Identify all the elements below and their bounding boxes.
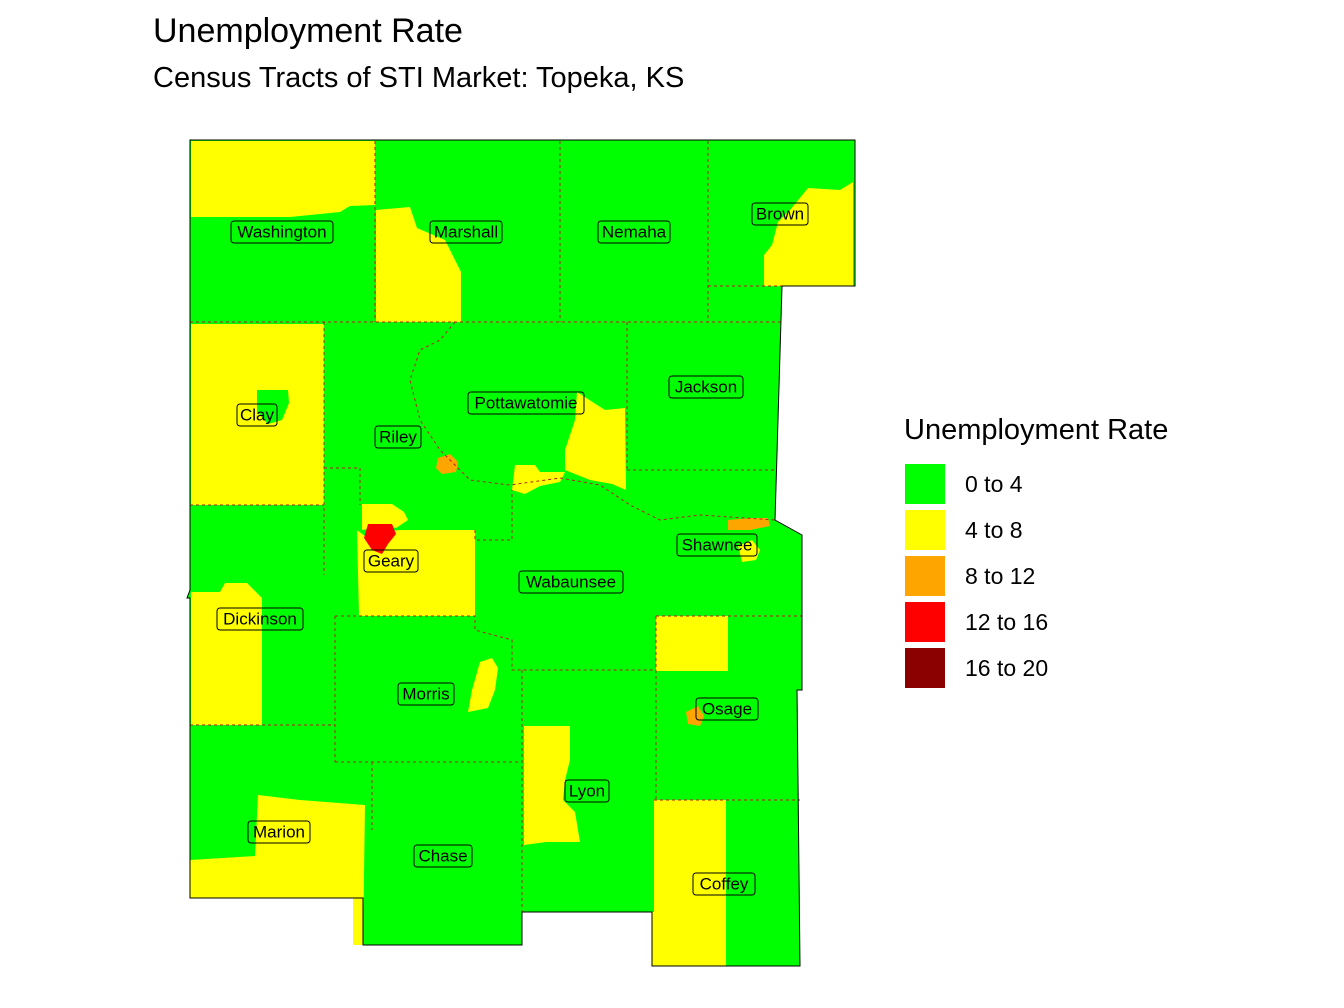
- county-label-marshall: Marshall: [429, 220, 503, 244]
- county-name: Washington: [237, 223, 326, 242]
- tract-dickinson-west: [191, 583, 262, 725]
- county-name: Shawnee: [682, 536, 753, 555]
- tract-shawnee-orange: [728, 518, 770, 530]
- tract-clay-green: [257, 390, 289, 424]
- legend-item: 8 to 12: [904, 553, 1168, 599]
- county-name: Pottawatomie: [475, 394, 578, 413]
- county-name: Riley: [379, 428, 417, 447]
- county-label-washington: Washington: [230, 220, 334, 244]
- tract-marion-se: [190, 795, 365, 945]
- county-label-riley: Riley: [374, 425, 422, 449]
- county-name: Lyon: [569, 782, 605, 801]
- county-name: Dickinson: [223, 610, 297, 629]
- legend-swatch: [904, 601, 946, 643]
- legend: Unemployment Rate 0 to 4 4 to 8 8 to 12 …: [904, 414, 1168, 691]
- legend-swatch: [904, 509, 946, 551]
- map-title: Unemployment Rate: [153, 12, 463, 50]
- county-label-wabaunsee: Wabaunsee: [518, 570, 624, 594]
- county-name: Chase: [418, 847, 467, 866]
- legend-item: 16 to 20: [904, 645, 1168, 691]
- tract-marshall-west: [376, 207, 461, 322]
- legend-title: Unemployment Rate: [904, 414, 1169, 446]
- county-label-clay: Clay: [236, 403, 278, 427]
- tract-lyon-west: [524, 726, 580, 845]
- county-label-brown: Brown: [751, 202, 809, 226]
- county-label-morris: Morris: [397, 682, 455, 706]
- county-name: Osage: [702, 700, 752, 719]
- tract-washington-north: [191, 141, 375, 217]
- county-label-jackson: Jackson: [668, 375, 744, 399]
- tract-osage-orange: [686, 706, 704, 726]
- tract-coffey-west: [652, 800, 726, 966]
- tract-riley-orange: [436, 454, 458, 474]
- legend-label: 0 to 4: [965, 470, 1023, 497]
- region-outline: [186, 139, 856, 967]
- legend-label: 8 to 12: [965, 562, 1036, 589]
- county-label-geary: Geary: [363, 549, 419, 573]
- county-name: Clay: [240, 406, 275, 425]
- tract-geary-red: [364, 524, 396, 554]
- county-label-lyon: Lyon: [564, 779, 610, 803]
- tract-pottawatomie-east: [565, 392, 626, 490]
- county-name: Nemaha: [602, 223, 667, 242]
- tract-morris-town: [468, 658, 498, 712]
- legend-item: 4 to 8: [904, 507, 1168, 553]
- county-name: Marion: [253, 823, 305, 842]
- legend-label: 16 to 20: [965, 654, 1049, 681]
- county-labels: Washington Marshall Nemaha Brown Clay Ri…: [216, 202, 809, 896]
- legend-item: 0 to 4: [904, 461, 1168, 507]
- county-name: Wabaunsee: [526, 573, 616, 592]
- tract-geary-north: [362, 504, 408, 530]
- map-subtitle: Census Tracts of STI Market: Topeka, KS: [153, 62, 685, 94]
- county-boundaries: [190, 141, 802, 912]
- county-name: Jackson: [675, 378, 737, 397]
- county-label-shawnee: Shawnee: [676, 533, 758, 557]
- tract-pottawatomie-south: [512, 465, 565, 494]
- county-label-osage: Osage: [695, 697, 759, 721]
- county-name: Brown: [756, 205, 804, 224]
- tract-brown-east: [764, 182, 853, 286]
- county-label-marion: Marion: [247, 820, 311, 844]
- county-label-chase: Chase: [413, 844, 473, 868]
- legend-label: 12 to 16: [965, 608, 1049, 635]
- tract-geary-south: [357, 530, 475, 616]
- county-name: Coffey: [700, 875, 749, 894]
- region-base: [187, 140, 855, 966]
- tract-clay: [191, 324, 324, 505]
- legend-swatch: [904, 555, 946, 597]
- tract-fills: [187, 140, 855, 966]
- county-label-dickinson: Dickinson: [216, 607, 304, 631]
- county-label-pottawatomie: Pottawatomie: [467, 391, 585, 415]
- legend-label: 4 to 8: [965, 516, 1023, 543]
- legend-swatch: [904, 647, 946, 689]
- legend-swatch: [904, 463, 946, 505]
- tract-osage-ne: [656, 616, 728, 671]
- county-name: Geary: [368, 552, 415, 571]
- legend-item: 12 to 16: [904, 599, 1168, 645]
- county-label-nemaha: Nemaha: [597, 220, 671, 244]
- county-label-coffey: Coffey: [692, 872, 756, 896]
- county-name: Morris: [402, 685, 449, 704]
- county-name: Marshall: [434, 223, 498, 242]
